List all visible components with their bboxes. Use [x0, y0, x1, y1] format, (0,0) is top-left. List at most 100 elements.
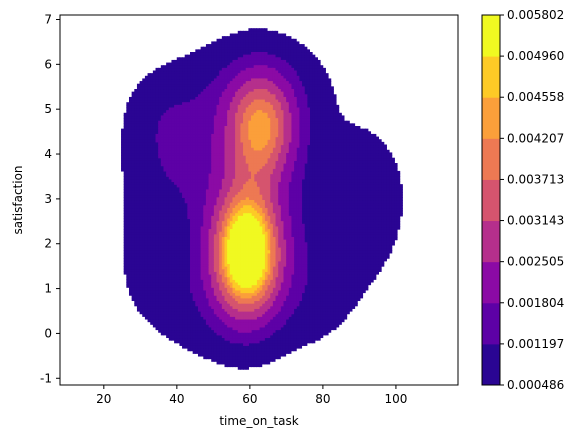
contour-cell: [147, 242, 151, 246]
contour-cell: [269, 340, 273, 344]
contour-cell: [391, 165, 395, 169]
contour-cell: [306, 244, 311, 249]
contour-cell: [293, 345, 297, 349]
contour-cell: [341, 237, 345, 241]
contour-cell: [346, 311, 350, 315]
contour-cell: [163, 326, 167, 331]
contour-cell: [171, 334, 175, 339]
contour-cell: [211, 353, 215, 357]
contour-cell: [190, 83, 194, 87]
contour-cell: [333, 318, 337, 323]
contour-cell: [327, 295, 332, 299]
contour-cell: [359, 287, 364, 291]
contour-cell: [320, 165, 324, 169]
contour-cell: [386, 223, 390, 228]
contour-cell: [354, 266, 358, 270]
contour-cell: [155, 263, 159, 267]
contour-cell: [317, 244, 321, 249]
contour-cell: [261, 353, 265, 357]
contour-cell: [312, 239, 316, 243]
contour-cell: [357, 218, 361, 222]
contour-cell: [335, 184, 340, 188]
contour-cell: [325, 131, 329, 135]
contour-cell: [192, 321, 196, 325]
contour-cell: [134, 234, 138, 238]
contour-cell: [383, 210, 387, 214]
contour-cell: [171, 96, 175, 101]
contour-cell: [158, 229, 162, 233]
contour-cell: [335, 271, 340, 275]
contour-cell: [330, 131, 334, 135]
contour-cell: [370, 181, 374, 185]
contour-cell: [386, 231, 390, 235]
contour-cell: [155, 250, 159, 254]
contour-band-0: [121, 28, 403, 370]
contour-cell: [373, 152, 377, 156]
contour-cell: [346, 176, 350, 180]
contour-cell: [322, 141, 326, 146]
contour-cell: [174, 231, 178, 235]
contour-cell: [134, 173, 138, 177]
contour-cell: [219, 340, 223, 344]
contour-cell: [158, 274, 162, 278]
contour-cell: [168, 86, 173, 90]
contour-cell: [330, 239, 334, 243]
contour-cell: [365, 210, 369, 214]
contour-cell: [150, 157, 154, 161]
contour-cell: [335, 168, 340, 172]
contour-cell: [330, 176, 334, 180]
contour-cell: [123, 165, 127, 169]
contour-cell: [357, 157, 361, 161]
contour-cell: [174, 210, 178, 214]
contour-cell: [383, 237, 387, 241]
contour-cell: [391, 170, 395, 175]
contour-cell: [373, 247, 377, 251]
contour-cell: [142, 247, 146, 251]
contour-cell: [147, 305, 151, 309]
contour-cell: [343, 279, 348, 283]
contour-cell: [378, 244, 382, 249]
contour-cell: [394, 218, 398, 222]
contour-cell: [306, 86, 311, 90]
contour-cell: [375, 266, 379, 270]
contour-cell: [312, 149, 316, 154]
contour-cell: [205, 355, 210, 360]
contour-cell: [139, 131, 143, 135]
contour-cell: [190, 81, 194, 85]
contour-cell: [152, 311, 157, 315]
contour-cell: [335, 104, 340, 109]
contour-cell: [155, 120, 159, 124]
contour-cell: [306, 168, 311, 172]
contour-cell: [166, 178, 170, 183]
contour-cell: [179, 207, 183, 212]
contour-cell: [312, 197, 316, 201]
contour-cell: [362, 239, 366, 243]
contour-cell: [190, 337, 194, 341]
contour-cell: [269, 358, 273, 362]
contour-cell: [155, 155, 159, 159]
contour-cell: [381, 178, 385, 183]
contour-cell: [351, 123, 356, 127]
contour-cell: [362, 260, 366, 265]
contour-cell: [383, 221, 387, 225]
contour-cell: [309, 274, 313, 278]
contour-cell: [389, 165, 393, 169]
contour-cell: [152, 102, 157, 106]
contour-cell: [320, 128, 324, 132]
contour-cell: [322, 303, 326, 307]
contour-cell: [341, 226, 345, 230]
contour-cell: [367, 181, 372, 185]
contour-cell: [330, 258, 334, 262]
contour-cell: [155, 213, 159, 217]
contour-cell: [312, 340, 316, 344]
contour-cell: [131, 128, 135, 132]
contour-cell: [309, 131, 313, 135]
contour-cell: [174, 91, 178, 95]
contour-cell: [320, 324, 324, 328]
contour-cell: [200, 345, 204, 349]
contour-cell: [346, 242, 350, 246]
contour-cell: [166, 281, 170, 286]
contour-cell: [168, 268, 173, 272]
contour-cell: [139, 104, 143, 109]
contour-cell: [389, 168, 393, 172]
